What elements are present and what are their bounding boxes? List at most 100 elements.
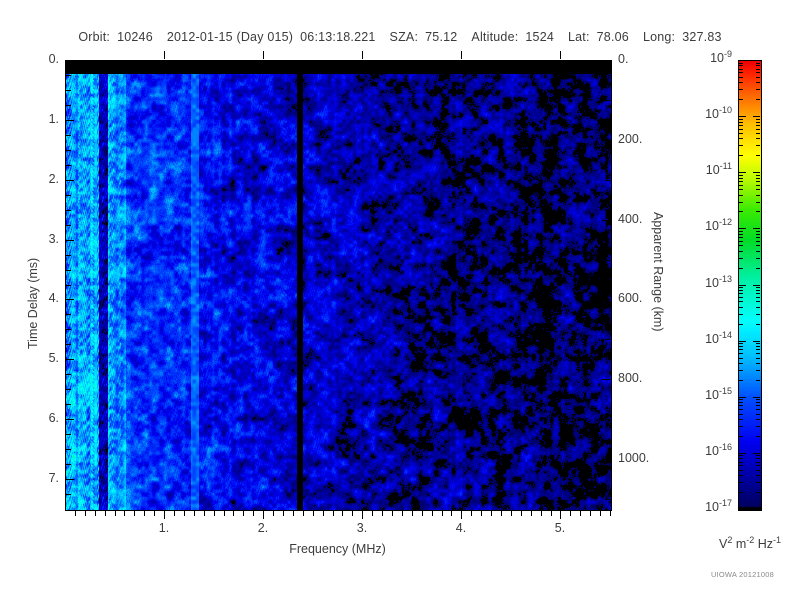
x-tick-label: 5. [554, 521, 566, 535]
colorbar-minor-tick [756, 458, 760, 459]
x-minor-tick [402, 511, 403, 516]
colorbar-minor-tick [739, 492, 743, 493]
colorbar-minor-tick [756, 475, 760, 476]
y-tick-label: 2. [48, 172, 59, 186]
colorbar-tick-label: 10-14 [668, 330, 732, 346]
colorbar-minor-tick [756, 245, 760, 246]
colorbar-minor-tick [756, 370, 760, 371]
colorbar-minor-tick [739, 399, 743, 400]
x-minor-tick [313, 511, 314, 516]
orbit-value: 10246 [117, 30, 153, 44]
colorbar-minor-tick [739, 138, 743, 139]
x-minor-tick [570, 511, 571, 516]
x-minor-tick [382, 511, 383, 516]
colorbar-minor-tick [756, 145, 760, 146]
colorbar-minor-tick [756, 129, 760, 130]
colorbar-minor-tick [739, 293, 743, 294]
x-minor-tick [105, 511, 106, 516]
colorbar-minor-tick [739, 125, 743, 126]
y2-minor-tick [605, 339, 610, 340]
colorbar-minor-tick [739, 402, 743, 403]
x-minor-tick [610, 511, 611, 516]
x-minor-tick [432, 511, 433, 516]
sza-value: 75.12 [425, 30, 458, 44]
y-minor-tick [66, 344, 71, 345]
colorbar-minor-tick [756, 65, 760, 66]
colorbar-tick-base: 10 [710, 51, 724, 65]
x-minor-tick [293, 511, 294, 516]
colorbar-minor-tick [756, 231, 760, 232]
x-minor-tick [174, 511, 175, 516]
x-major-tick [461, 511, 462, 519]
orbit-label: Orbit: [78, 30, 111, 44]
colorbar-minor-tick [739, 133, 743, 134]
y-minor-tick [66, 494, 71, 495]
colorbar-minor-tick [739, 465, 743, 466]
colorbar-minor-tick [756, 72, 760, 73]
colorbar-minor-tick [756, 69, 760, 70]
x-minor-tick [412, 511, 413, 516]
x-minor-tick [491, 511, 492, 516]
colorbar-minor-tick [756, 82, 760, 83]
colorbar-minor-tick [739, 409, 743, 410]
units-volt-exponent: 2 [727, 534, 733, 545]
x-minor-tick [451, 511, 452, 516]
colorbar-tick-label: 10-9 [668, 48, 732, 65]
colorbar-major-tick [753, 397, 760, 398]
observation-time: 06:13:18.221 [300, 30, 376, 44]
y2-major-tick [602, 220, 610, 221]
ionogram-plot-area [65, 60, 612, 511]
colorbar-major-tick [753, 172, 760, 173]
colorbar-minor-tick [739, 69, 743, 70]
colorbar-tick-exponent: -17 [718, 497, 732, 508]
colorbar-major-tick [753, 285, 760, 286]
colorbar-minor-tick [756, 492, 760, 493]
x-minor-tick [273, 511, 274, 516]
colorbar-minor-tick [739, 370, 743, 371]
y-minor-tick [66, 449, 71, 450]
colorbar-minor-tick [756, 181, 760, 182]
colorbar-tick-label: 10-17 [668, 497, 732, 514]
colorbar-minor-tick [739, 307, 743, 308]
y-minor-tick [66, 105, 71, 106]
x-minor-tick [501, 511, 502, 516]
colorbar-tick-base: 10 [705, 219, 719, 233]
x-minor-tick [580, 511, 581, 516]
colorbar-minor-tick [756, 399, 760, 400]
altitude-value: 1524 [525, 30, 554, 44]
colorbar-minor-tick [756, 409, 760, 410]
colorbar-minor-tick [739, 251, 743, 252]
colorbar-minor-tick [756, 119, 760, 120]
y-minor-tick [66, 329, 71, 330]
y-tick-label: 4. [48, 291, 59, 305]
colorbar-minor-tick [756, 195, 760, 196]
x-minor-tick [303, 511, 304, 516]
y-minor-tick [66, 75, 71, 76]
colorbar-minor-tick [739, 462, 743, 463]
colorbar-tick-label: 10-11 [668, 161, 732, 177]
x-minor-tick [600, 511, 601, 516]
colorbar-minor-tick [739, 324, 743, 325]
colorbar-minor-tick [739, 178, 743, 179]
colorbar-minor-tick [739, 470, 743, 471]
x-minor-tick [204, 511, 205, 516]
colorbar-minor-tick [739, 89, 743, 90]
x-minor-tick [590, 511, 591, 516]
colorbar-minor-tick [739, 458, 743, 459]
y2-tick-label: 1000. [618, 451, 650, 465]
x-minor-tick [134, 511, 135, 516]
colorbar-minor-tick [756, 237, 760, 238]
colorbar-tick-exponent: -9 [723, 48, 732, 59]
altitude-label: Altitude: [471, 30, 519, 44]
y-minor-tick [66, 135, 71, 136]
colorbar-minor-tick [739, 241, 743, 242]
x-major-tick [164, 511, 165, 519]
colorbar-major-tick [739, 341, 746, 342]
colorbar-minor-tick [756, 380, 760, 381]
colorbar-major-tick [753, 60, 760, 61]
colorbar-minor-tick [756, 241, 760, 242]
colorbar-minor-tick [756, 77, 760, 78]
colorbar-minor-tick [756, 125, 760, 126]
colorbar-minor-tick [756, 346, 760, 347]
colorbar-major-tick [739, 285, 746, 286]
